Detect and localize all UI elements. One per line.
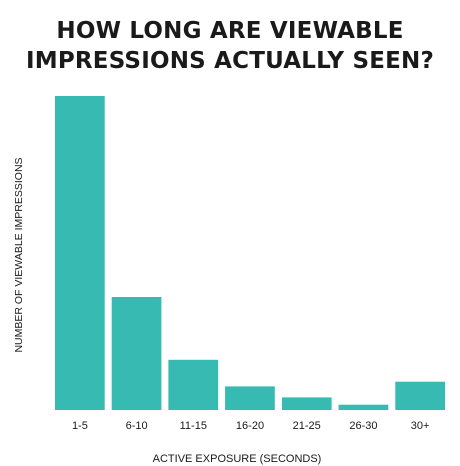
x-tick-labels: 1-5 6-10 11-15 16-20 21-25 26-30 30+ — [72, 420, 429, 432]
bar-21-25 — [281, 397, 332, 410]
bar-16-20 — [225, 386, 275, 410]
chart-title-line-2: IMPRESSIONS ACTUALLY SEEN? — [25, 48, 435, 74]
chart-title: HOW LONG ARE VIEWABLE IMPRESSIONS ACTUAL… — [0, 16, 460, 76]
x-tick-label-21-25: 21-25 — [293, 420, 321, 432]
chart-title-line-1: HOW LONG ARE VIEWABLE — [56, 18, 404, 44]
x-tick-label-6-10: 6-10 — [126, 420, 148, 432]
y-axis-label: NUMBER OF VIEWABLE IMPRESSIONS — [13, 157, 25, 352]
x-tick-label-26-30: 26-30 — [349, 420, 377, 432]
x-axis-label: ACTIVE EXPOSURE (SECONDS) — [153, 453, 322, 465]
x-tick-label-30+: 30+ — [411, 420, 430, 432]
bars-group — [55, 96, 445, 410]
x-tick-label-16-20: 16-20 — [236, 420, 264, 432]
bar-6-10 — [111, 297, 162, 410]
bar-30+ — [395, 381, 445, 410]
x-tick-label-1-5: 1-5 — [72, 420, 88, 432]
bar-11-15 — [168, 359, 219, 410]
x-tick-label-11-15: 11-15 — [180, 420, 207, 432]
bar-26-30 — [338, 404, 389, 410]
bar-1-5 — [55, 96, 105, 410]
